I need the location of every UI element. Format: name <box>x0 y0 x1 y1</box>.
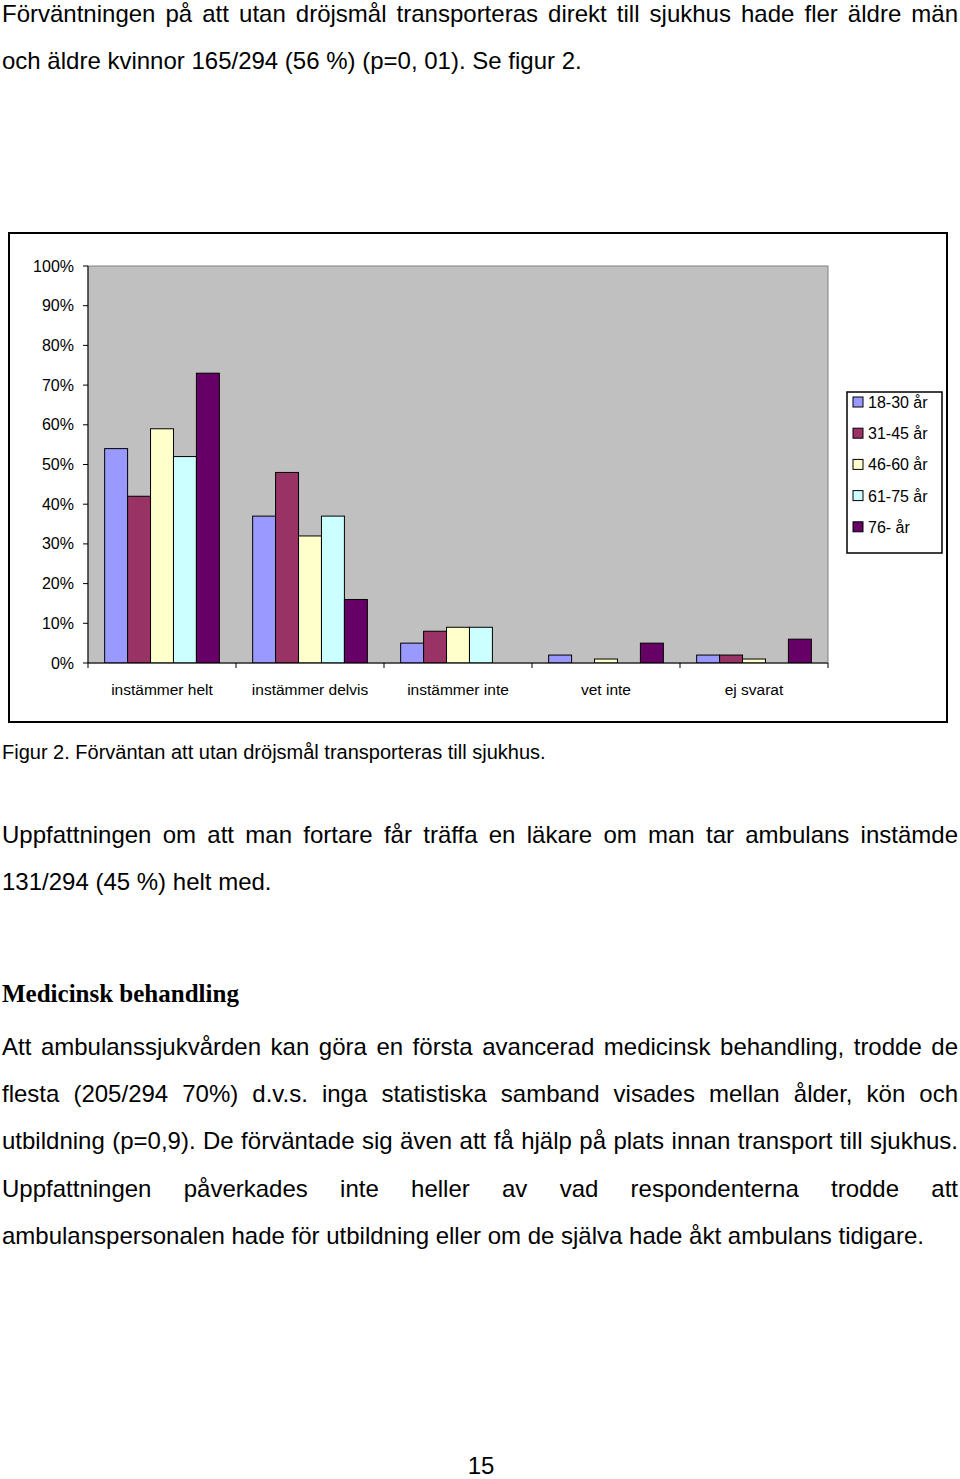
bars <box>105 373 812 663</box>
y-tick <box>83 305 88 306</box>
x-tick-label: instämmer helt <box>111 681 213 698</box>
legend-swatch <box>853 459 863 469</box>
legend-swatch <box>853 397 863 407</box>
legend: 18-30 år 31-45 år 46-60 år 61-75 år 76- år <box>847 392 942 553</box>
y-tick-label: 40% <box>42 496 74 513</box>
bar <box>469 627 492 663</box>
x-tick-label: instämmer inte <box>407 681 509 698</box>
bar <box>173 457 196 663</box>
y-tick-label: 10% <box>42 615 74 632</box>
legend-label: 18-30 år <box>868 394 928 411</box>
bar <box>151 429 174 663</box>
bar <box>196 373 219 663</box>
legend-box <box>847 392 942 553</box>
y-tick <box>83 663 88 664</box>
paragraph: Att ambulanssjukvården kan göra en först… <box>2 1023 958 1259</box>
bar <box>276 472 299 663</box>
y-tick-label: 100% <box>33 258 74 275</box>
legend-swatch <box>853 428 863 438</box>
y-tick-label: 0% <box>51 655 74 672</box>
y-tick-label: 60% <box>42 416 74 433</box>
x-tick <box>236 663 237 668</box>
section-heading: Medicinsk behandling <box>2 979 239 1009</box>
bar <box>743 659 766 663</box>
y-tick <box>83 424 88 425</box>
y-tick <box>83 543 88 544</box>
paragraph: Uppfattningen om att man fortare får trä… <box>2 811 958 905</box>
paragraph: Förväntningen på att utan dröjsmål trans… <box>2 0 958 84</box>
legend-label: 61-75 år <box>868 488 928 505</box>
x-tick-label: instämmer delvis <box>252 681 369 698</box>
legend-swatch <box>853 491 863 501</box>
plot-area <box>88 266 828 663</box>
bar <box>299 536 322 663</box>
bar <box>321 516 344 663</box>
bar <box>595 659 618 663</box>
bar <box>640 643 663 663</box>
y-tick-label: 70% <box>42 377 74 394</box>
bar <box>447 627 470 663</box>
legend-label: 46-60 år <box>868 456 928 473</box>
y-axis <box>88 266 89 663</box>
y-tick <box>83 583 88 584</box>
legend-label: 31-45 år <box>868 425 928 442</box>
legend-swatch <box>853 522 863 532</box>
y-tick <box>83 385 88 386</box>
figure-caption: Figur 2. Förväntan att utan dröjsmål tra… <box>2 740 546 764</box>
bar <box>697 655 720 663</box>
bar <box>788 639 811 663</box>
x-tick <box>828 663 829 668</box>
bar <box>720 655 743 663</box>
chart-frame <box>9 233 947 722</box>
chart: 0% 10% 20% 30% 40% 50% 60% 70% 80% 90% 100% instämm… <box>0 0 960 740</box>
legend-label: 76- år <box>868 519 910 536</box>
y-tick <box>83 464 88 465</box>
x-tick <box>88 663 89 668</box>
bar <box>253 516 276 663</box>
y-tick <box>83 504 88 505</box>
x-tick-label: ej svarat <box>725 681 784 698</box>
y-tick-label: 80% <box>42 337 74 354</box>
x-tick <box>680 663 681 668</box>
y-tick <box>83 623 88 624</box>
x-axis <box>88 663 828 664</box>
y-tick-label: 90% <box>42 297 74 314</box>
y-tick-label: 50% <box>42 456 74 473</box>
bar <box>549 655 572 663</box>
bar <box>424 631 447 663</box>
page-number: 15 <box>0 1451 960 1479</box>
bar <box>344 599 367 663</box>
y-tick <box>83 266 88 267</box>
y-tick-label: 20% <box>42 575 74 592</box>
x-tick <box>532 663 533 668</box>
x-tick <box>384 663 385 668</box>
bar <box>401 643 424 663</box>
bar <box>128 496 151 663</box>
x-tick-label: vet inte <box>581 681 631 698</box>
y-tick-label: 30% <box>42 535 74 552</box>
bar <box>105 449 128 663</box>
y-tick <box>83 345 88 346</box>
